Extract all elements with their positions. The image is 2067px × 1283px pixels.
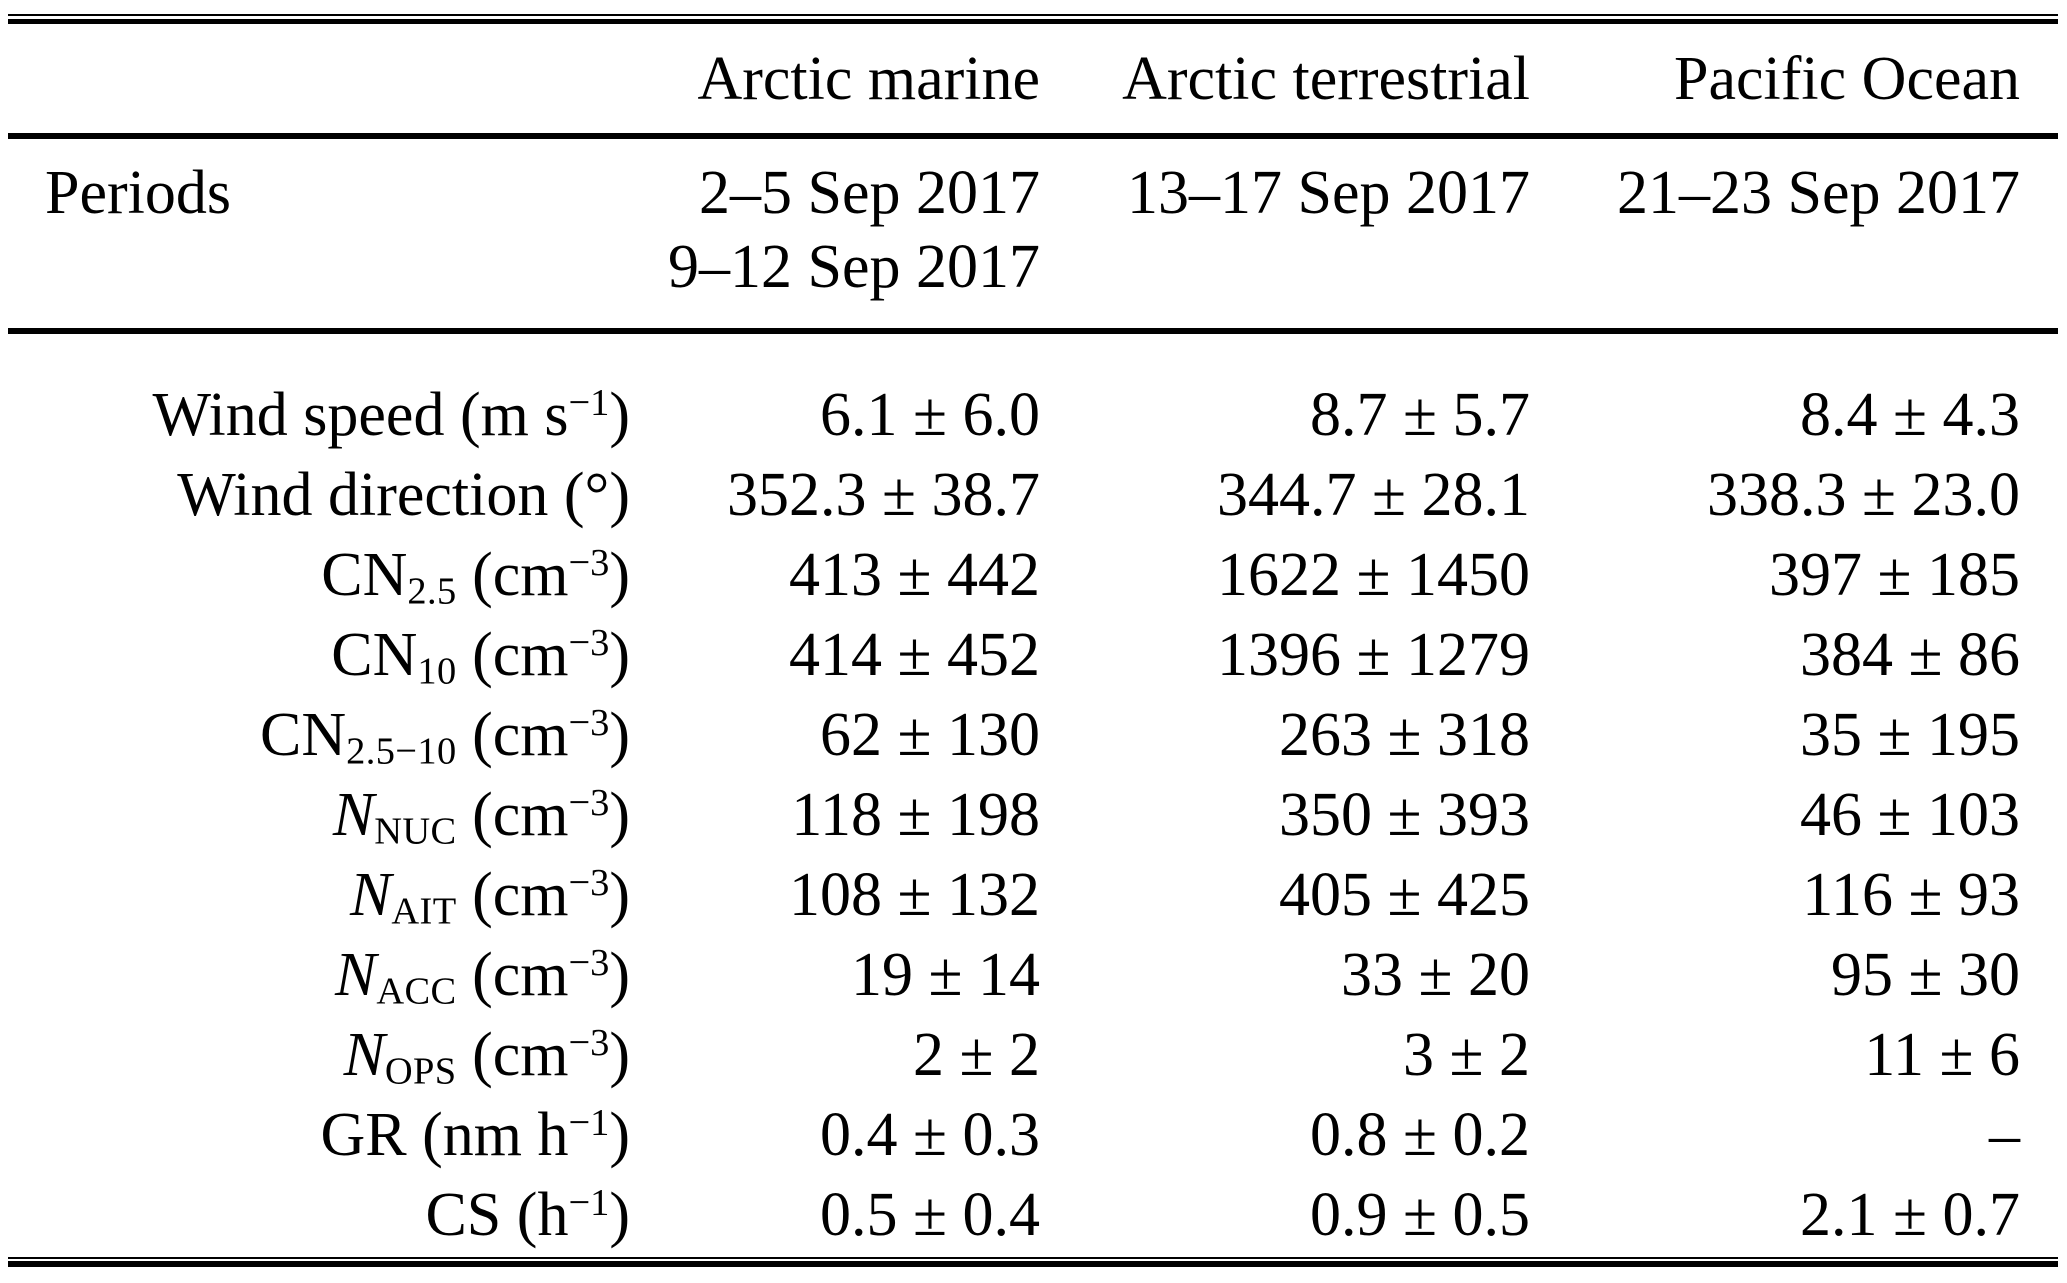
periods-arctic-marine: 2–5 Sep 2017 9–12 Sep 2017 — [630, 134, 1040, 351]
cell-value: 0.5 ± 0.4 — [819, 1181, 1040, 1249]
cell-value: 413 ± 442 — [788, 541, 1040, 609]
cell-value: 397 ± 185 — [1768, 541, 2020, 609]
periods-pacific-ocean: 21–23 Sep 2017 — [1530, 134, 2020, 351]
row-label: NAIT (cm−3) — [350, 861, 630, 933]
cell-value: 3 ± 2 — [1402, 1021, 1530, 1089]
column-header-arctic-terrestrial: Arctic terrestrial — [1122, 45, 1530, 113]
cell-value: 116 ± 93 — [1802, 861, 2020, 929]
periods-label: Periods — [45, 159, 231, 227]
table-body: Wind speed (m s−1) 6.1 ± 6.0 8.7 ± 5.7 8.4 … — [10, 375, 2020, 1255]
cell-value: 350 ± 393 — [1278, 781, 1530, 849]
table-row: Wind speed (m s−1) 6.1 ± 6.0 8.7 ± 5.7 8.4 … — [10, 375, 2020, 455]
table-row: NAIT (cm−3) 108 ± 132 405 ± 425 116 ± 93 — [10, 855, 2020, 935]
column-header-arctic-marine: Arctic marine — [697, 45, 1040, 113]
period-value: 9–12 Sep 2017 — [668, 233, 1040, 301]
cell-value: 8.4 ± 4.3 — [1799, 381, 2020, 449]
periods-arctic-terrestrial: 13–17 Sep 2017 — [1040, 134, 1530, 351]
header-divider-rule — [8, 133, 2058, 139]
table-row: NNUC (cm−3) 118 ± 198 350 ± 393 46 ± 103 — [10, 775, 2020, 855]
table-row: CN2.5 (cm−3) 413 ± 442 1622 ± 1450 397 ± 18… — [10, 535, 2020, 615]
cell-value: 352.3 ± 38.7 — [726, 461, 1040, 529]
bottom-rule-thin — [8, 1257, 2058, 1259]
cell-value: 33 ± 20 — [1340, 941, 1530, 1009]
table-row: Wind direction (°) 352.3 ± 38.7 344.7 ± 28… — [10, 455, 2020, 535]
row-label: CS (h−1) — [425, 1181, 630, 1249]
cell-value: 0.4 ± 0.3 — [819, 1101, 1040, 1169]
cell-value: 338.3 ± 23.0 — [1706, 461, 2020, 529]
row-label: NACC (cm−3) — [335, 941, 630, 1013]
row-label: CN2.5 (cm−3) — [321, 541, 630, 613]
periods-row: Periods 2–5 Sep 2017 9–12 Sep 2017 13–17… — [10, 134, 2020, 351]
spacer-row — [10, 351, 2020, 375]
cell-value: 384 ± 86 — [1799, 621, 2020, 689]
table-row: CN2.5−10 (cm−3) 62 ± 130 263 ± 318 35 ± 195 — [10, 695, 2020, 775]
cell-value: 2 ± 2 — [912, 1021, 1040, 1089]
table-row: GR (nm h−1) 0.4 ± 0.3 0.8 ± 0.2 – — [10, 1095, 2020, 1175]
column-header-pacific-ocean: Pacific Ocean — [1674, 45, 2020, 113]
cell-value: 46 ± 103 — [1799, 781, 2020, 849]
table-row: CS (h−1) 0.5 ± 0.4 0.9 ± 0.5 2.1 ± 0.7 — [10, 1175, 2020, 1255]
period-value: 21–23 Sep 2017 — [1617, 159, 2020, 227]
statistics-table: Arctic marine Arctic terrestrial Pacific… — [10, 24, 2020, 1255]
header-empty-cell — [10, 24, 630, 134]
cell-value: – — [1989, 1101, 2020, 1169]
periods-divider-rule — [8, 328, 2058, 334]
cell-value: 344.7 ± 28.1 — [1216, 461, 1530, 529]
cell-value: 35 ± 195 — [1799, 701, 2020, 769]
cell-value: 263 ± 318 — [1278, 701, 1530, 769]
cell-value: 405 ± 425 — [1278, 861, 1530, 929]
cell-value: 11 ± 6 — [1864, 1021, 2020, 1089]
header-row: Arctic marine Arctic terrestrial Pacific… — [10, 24, 2020, 134]
cell-value: 0.9 ± 0.5 — [1309, 1181, 1530, 1249]
cell-value: 19 ± 14 — [850, 941, 1040, 1009]
row-label: NNUC (cm−3) — [332, 781, 630, 853]
cell-value: 2.1 ± 0.7 — [1799, 1181, 2020, 1249]
row-label: CN2.5−10 (cm−3) — [259, 701, 630, 773]
cell-value: 118 ± 198 — [791, 781, 1040, 849]
table-row: NOPS (cm−3) 2 ± 2 3 ± 2 11 ± 6 — [10, 1015, 2020, 1095]
table-row: CN10 (cm−3) 414 ± 452 1396 ± 1279 384 ± 86 — [10, 615, 2020, 695]
row-label: GR (nm h−1) — [320, 1101, 630, 1169]
row-label: Wind direction (°) — [177, 461, 630, 529]
cell-value: 108 ± 132 — [788, 861, 1040, 929]
period-value: 2–5 Sep 2017 — [699, 159, 1040, 227]
row-label: Wind speed (m s−1) — [152, 381, 630, 449]
bottom-rule-thick — [8, 1261, 2058, 1267]
cell-value: 414 ± 452 — [788, 621, 1040, 689]
top-rule-thin — [8, 14, 2058, 16]
cell-value: 1622 ± 1450 — [1216, 541, 1530, 609]
cell-value: 6.1 ± 6.0 — [819, 381, 1040, 449]
cell-value: 95 ± 30 — [1830, 941, 2020, 1009]
row-label: CN10 (cm−3) — [331, 621, 630, 693]
cell-value: 8.7 ± 5.7 — [1309, 381, 1530, 449]
cell-value: 1396 ± 1279 — [1216, 621, 1530, 689]
top-rule-thick — [8, 19, 2058, 24]
cell-value: 62 ± 130 — [819, 701, 1040, 769]
row-label: NOPS (cm−3) — [343, 1021, 630, 1093]
cell-value: 0.8 ± 0.2 — [1309, 1101, 1530, 1169]
period-value: 13–17 Sep 2017 — [1127, 159, 1530, 227]
table-row: NACC (cm−3) 19 ± 14 33 ± 20 95 ± 30 — [10, 935, 2020, 1015]
